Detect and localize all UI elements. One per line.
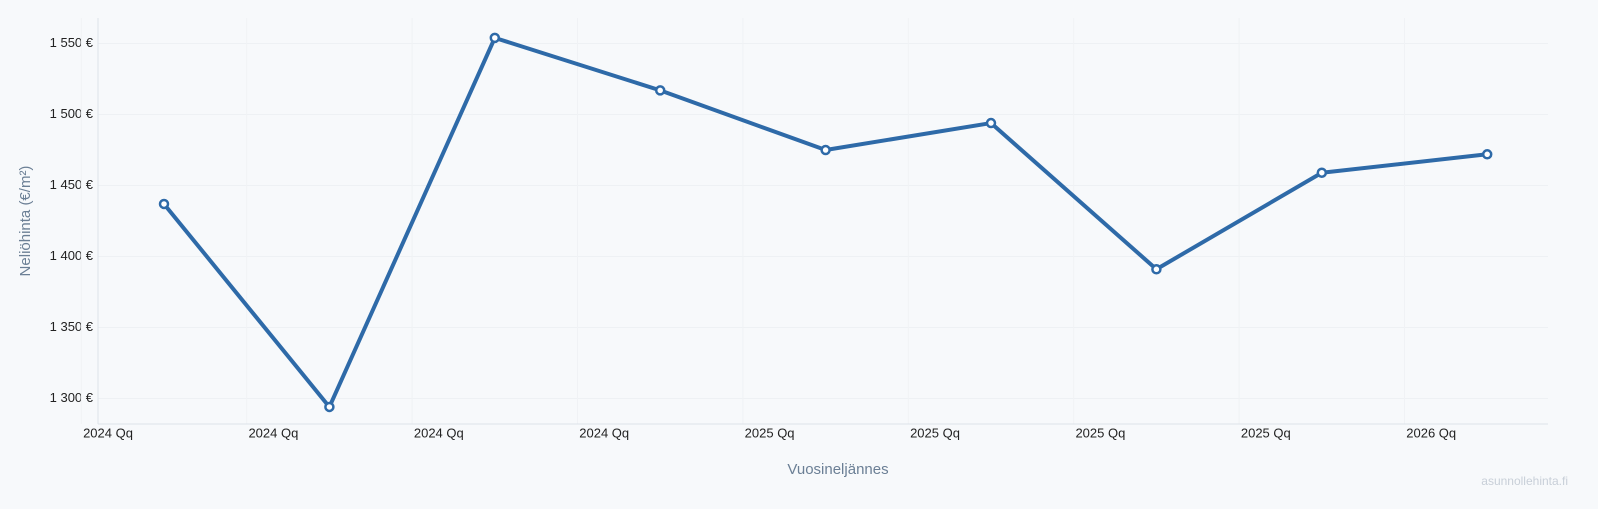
x-tick-label: 2024 Qq	[579, 425, 629, 440]
point	[158, 198, 170, 210]
x-axis-title: Vuosineljännes	[787, 461, 888, 478]
x-tick-label: 2025 Qq	[745, 425, 795, 440]
y-axis-title: Neliöhinta (€/m²)	[17, 166, 34, 277]
y-tick-label: 1 450 €	[50, 177, 94, 192]
point	[820, 144, 831, 156]
point	[1316, 167, 1328, 178]
watermark: asunnollehinta.fi	[1481, 474, 1568, 488]
x-tick-label: 2025 Qq	[1075, 425, 1125, 440]
y-tick-label: 1 500 €	[50, 106, 94, 121]
x-tick-label: 2024 Qq	[414, 425, 464, 440]
point	[985, 117, 997, 129]
y-tick-label: 1 300 €	[50, 390, 94, 405]
point	[654, 85, 666, 96]
x-tick-label: 2024 Qq	[83, 425, 133, 440]
y-tick-label: 1 550 €	[50, 35, 94, 50]
y-tick-label: 1 350 €	[50, 319, 94, 334]
point	[324, 401, 335, 413]
point	[1151, 264, 1162, 275]
x-tick-label: 2026 Qq	[1406, 425, 1456, 440]
x-tick-label: 2025 Qq	[1241, 425, 1291, 440]
point	[489, 32, 501, 44]
point	[1481, 149, 1493, 160]
line	[162, 35, 1488, 409]
y-tick-label: 1 400 €	[50, 248, 94, 263]
x-tick-label: 2024 Qq	[248, 425, 298, 440]
x-tick-label: 2025 Qq	[910, 425, 960, 440]
